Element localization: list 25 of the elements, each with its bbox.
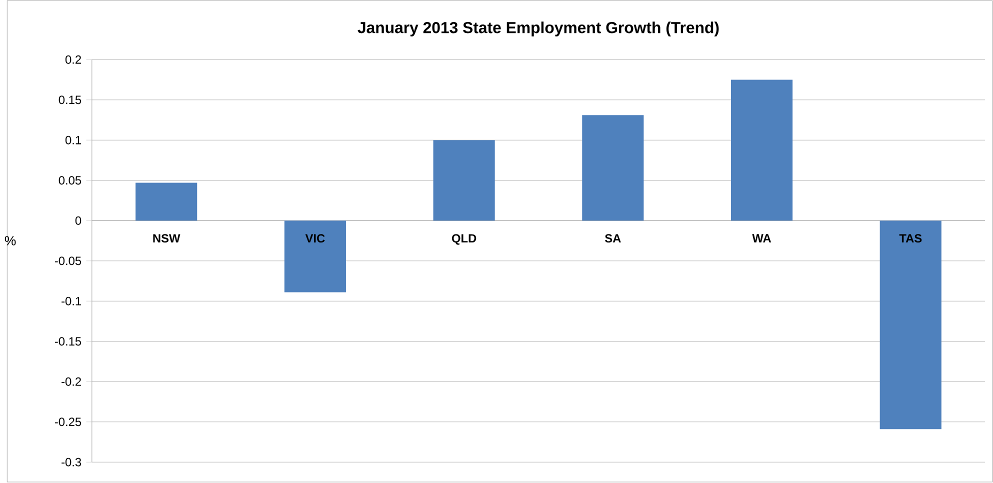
y-tick-label: -0.15 [54, 337, 82, 346]
y-tick-label: -0.3 [62, 458, 82, 467]
x-tick-label: QLD [452, 234, 476, 245]
y-tick-label: 0.05 [58, 176, 82, 185]
bar [284, 220, 346, 292]
y-tick-label: -0.05 [54, 256, 82, 266]
bar [730, 80, 793, 221]
x-tick-label: SA [604, 234, 621, 243]
y-axis-title: % [4, 236, 16, 246]
y-tick-label: -0.25 [54, 418, 82, 426]
y-tick-label: 0.2 [65, 56, 81, 64]
bar [880, 220, 942, 430]
chart-title: January 2013 State Employment Growth (Trend) [358, 22, 719, 37]
bar [582, 115, 644, 221]
y-tick-label: -0.2 [62, 378, 81, 386]
x-tick-label: VIC [305, 234, 325, 243]
y-tick-label: 0.1 [65, 136, 81, 144]
bar [433, 140, 495, 221]
y-tick-label: 0 [75, 216, 82, 226]
y-tick-label: -0.1 [62, 297, 81, 306]
x-tick-label: TAS [899, 234, 922, 243]
bar [136, 182, 198, 221]
x-tick-label: NSW [153, 234, 180, 243]
y-tick-label: 0.15 [58, 96, 82, 104]
x-tick-label: WA [752, 234, 772, 242]
